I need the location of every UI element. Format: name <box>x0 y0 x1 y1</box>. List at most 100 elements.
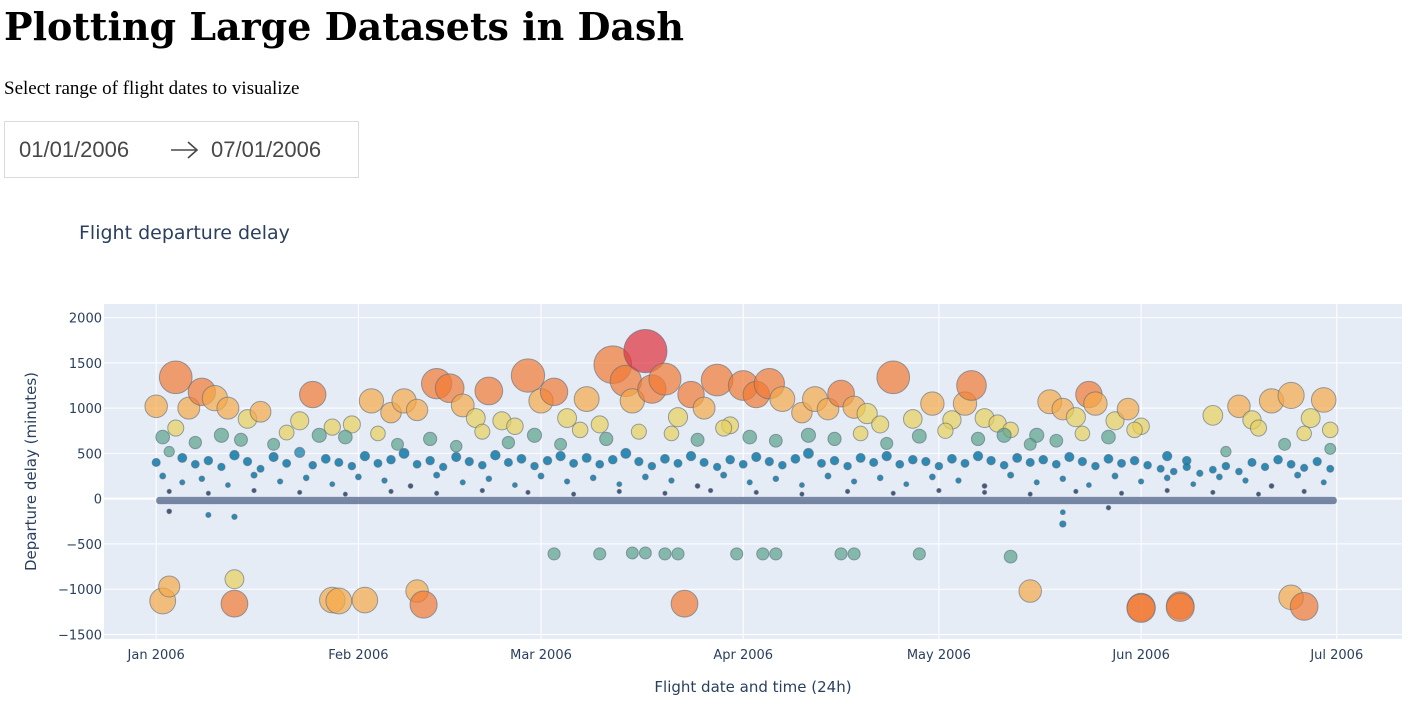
scatter-point <box>895 459 905 469</box>
scatter-point <box>1018 579 1042 603</box>
scatter-point <box>662 490 668 496</box>
scatter-point <box>658 547 672 561</box>
date-range-picker[interactable] <box>4 121 359 178</box>
scatter-point <box>1326 464 1335 473</box>
scatter-point <box>510 358 546 393</box>
scatter-point <box>1277 381 1305 410</box>
start-date-input[interactable] <box>19 134 159 166</box>
scatter-point <box>800 427 817 443</box>
scatter-point <box>742 429 758 445</box>
baseline-marker-band <box>156 496 1337 505</box>
scatter-point <box>1051 459 1061 469</box>
scatter-point <box>738 459 748 469</box>
scatter-point <box>947 453 957 464</box>
scatter-point <box>242 456 253 467</box>
scatter-point <box>276 478 284 485</box>
scatter-point <box>843 461 852 471</box>
scatter-point <box>648 362 682 396</box>
scatter-point <box>928 473 936 481</box>
scatter-point <box>1137 478 1145 485</box>
scatter-point <box>981 489 988 495</box>
scatter-point <box>751 451 762 463</box>
scatter-point <box>490 449 501 461</box>
scatter-point <box>1210 489 1216 495</box>
scatter-point <box>158 575 181 598</box>
scatter-point <box>1278 437 1292 451</box>
scatter-point <box>778 460 787 470</box>
scatter-point <box>850 478 858 485</box>
scatter-point <box>563 478 571 485</box>
scatter-point <box>730 547 744 561</box>
scatter-point <box>699 457 709 468</box>
scatter-point <box>956 370 987 401</box>
scatter-point <box>1247 457 1257 468</box>
scatter-point <box>790 453 801 464</box>
y-tick-label: 500 <box>77 447 102 462</box>
scatter-point <box>459 479 466 486</box>
departure-delay-chart[interactable]: 2000 1500 1000 500 0 −500 −1000 −1500 Jan 2006 F… <box>0 290 1427 721</box>
scatter-point <box>409 590 438 619</box>
scatter-point <box>623 328 668 374</box>
scatter-point <box>464 456 474 467</box>
scatter-point <box>692 396 716 420</box>
scatter-point <box>1083 391 1108 416</box>
scatter-point <box>144 394 168 419</box>
scatter-point <box>1163 474 1171 482</box>
end-date-input[interactable] <box>211 134 351 166</box>
scatter-point <box>342 415 361 434</box>
scatter-point <box>501 435 516 450</box>
scatter-point <box>358 388 385 414</box>
scatter-point <box>1065 407 1086 428</box>
scatter-point <box>694 483 701 489</box>
scatter-point <box>816 458 826 468</box>
scatter-point <box>250 471 258 479</box>
scatter-point <box>936 487 942 494</box>
scatter-point <box>768 433 783 448</box>
y-tick-label: −1000 <box>58 583 102 598</box>
scatter-point <box>1182 462 1191 472</box>
scatter-point <box>224 482 231 489</box>
scatter-point <box>554 437 568 451</box>
scatter-point <box>302 474 310 482</box>
scatter-point <box>405 398 429 422</box>
scatter-point <box>251 487 257 494</box>
scatter-point <box>1091 461 1100 471</box>
scatter-point <box>620 447 632 459</box>
scatter-point <box>1165 592 1195 622</box>
scatter-point <box>1196 469 1204 477</box>
scatter-point <box>381 477 388 484</box>
scatter-point <box>474 376 504 406</box>
scatter-point <box>451 451 462 463</box>
scatter-point <box>256 464 265 473</box>
scatter-point <box>960 458 970 468</box>
scatter-point <box>902 409 923 429</box>
scatter-point <box>1118 490 1125 496</box>
scatter-point <box>308 460 318 470</box>
scatter-point <box>1321 421 1339 439</box>
scatter-point <box>1117 458 1127 468</box>
scatter-point <box>163 445 175 458</box>
scatter-point <box>764 456 774 467</box>
scatter-point <box>1103 453 1114 464</box>
scatter-point <box>673 458 683 468</box>
y-axis-title: Departure delay (minutes) <box>22 372 40 571</box>
scatter-point <box>824 472 832 480</box>
scatter-point <box>1289 592 1319 621</box>
page-title: Plotting Large Datasets in Dash <box>4 4 685 49</box>
scatter-point <box>485 475 493 483</box>
scatter-point <box>802 447 814 459</box>
scatter-point <box>799 491 805 497</box>
scatter-point <box>298 380 327 409</box>
scatter-point <box>912 547 926 561</box>
scatter-point <box>660 453 670 464</box>
scatter-point <box>630 423 647 440</box>
scatter-point <box>1129 455 1140 466</box>
scatter-points <box>144 328 1339 623</box>
scatter-point <box>1059 509 1066 516</box>
scatter-point <box>249 400 272 423</box>
scatter-point <box>1085 482 1092 489</box>
scatter-point <box>690 432 705 447</box>
scatter-point <box>311 427 327 443</box>
scatter-point <box>542 455 553 466</box>
scatter-point <box>1143 460 1152 470</box>
